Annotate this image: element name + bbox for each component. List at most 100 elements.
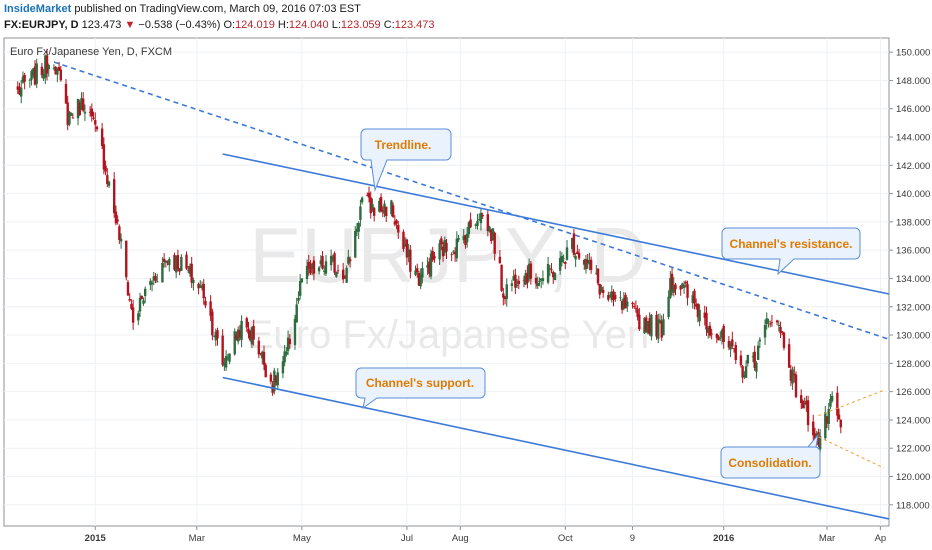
x-tick-label: 2016 xyxy=(713,533,734,544)
candle-down xyxy=(741,366,744,378)
y-tick-label: 130.000 xyxy=(896,331,930,342)
candle-up xyxy=(119,238,123,242)
channel-support-line[interactable] xyxy=(222,376,890,520)
candle-up xyxy=(729,343,732,350)
callout-trendline[interactable]: Trendline. xyxy=(360,128,452,192)
candle-down xyxy=(40,66,44,76)
candle-up xyxy=(452,251,455,253)
candle-up xyxy=(32,68,35,76)
candle-down xyxy=(54,66,57,75)
candle-up xyxy=(476,220,479,226)
candle-down xyxy=(16,86,19,90)
candle-down xyxy=(775,320,779,323)
candle-down xyxy=(238,330,242,338)
candle-up xyxy=(539,278,543,281)
candle-down xyxy=(245,318,248,328)
candle-down xyxy=(126,282,130,296)
candle-up xyxy=(691,295,694,303)
author-link[interactable]: InsideMarket xyxy=(4,3,72,15)
candle-up xyxy=(345,267,348,283)
candle-down xyxy=(166,261,169,263)
candle-up xyxy=(355,228,359,232)
callout-trendline-text: Trendline. xyxy=(375,138,432,152)
candle-down xyxy=(705,313,708,330)
x-axis[interactable]: 2015 Mar May Jul Aug Oct 9 2016 Mar Ap xyxy=(85,526,887,544)
candle-up xyxy=(462,235,465,241)
candle-up xyxy=(226,357,230,359)
candle-down xyxy=(307,262,310,269)
y-tick-label: 148.000 xyxy=(896,76,930,87)
candle-down xyxy=(372,208,376,216)
candle-down xyxy=(140,295,143,300)
candle-up xyxy=(360,197,364,203)
high-label: H: xyxy=(277,19,289,31)
candle-down xyxy=(221,335,224,365)
symbol-label[interactable]: FX:EURJPY, D xyxy=(4,19,79,31)
candle-up xyxy=(510,283,514,286)
candle-down xyxy=(717,336,720,341)
callout-trendline-bubble xyxy=(360,128,452,192)
candle-up xyxy=(455,238,459,259)
candle-down xyxy=(211,311,214,336)
candle-down xyxy=(369,197,372,214)
candle-up xyxy=(553,273,557,281)
candle-down xyxy=(128,298,131,301)
candle-up xyxy=(152,276,155,281)
candle-down xyxy=(703,312,706,318)
candle-up xyxy=(281,361,285,374)
candle-down xyxy=(367,192,371,198)
candle-up xyxy=(236,329,240,342)
candle-up xyxy=(565,247,569,260)
candle-up xyxy=(619,297,622,299)
candle-down xyxy=(732,348,736,350)
candle-down xyxy=(249,330,252,341)
candle-down xyxy=(402,231,405,249)
published-text: published on TradingView.com, March 09, … xyxy=(74,3,361,15)
candle-down xyxy=(92,117,95,119)
candle-up xyxy=(317,267,321,272)
last-price: 123.473 xyxy=(81,19,122,31)
candle-down xyxy=(801,400,805,409)
candle-down xyxy=(624,294,627,309)
x-tick-label: May xyxy=(293,533,311,544)
candle-down xyxy=(82,98,85,111)
candle-up xyxy=(426,264,429,268)
candle-up xyxy=(682,285,686,289)
callout-consolidation[interactable]: Consolidation. xyxy=(720,433,821,479)
candle-down xyxy=(607,294,610,300)
candle-down xyxy=(793,373,796,376)
candle-up xyxy=(672,284,675,293)
candle-up xyxy=(335,272,338,277)
candle-down xyxy=(503,297,507,300)
candle-up xyxy=(297,297,300,301)
candle-down xyxy=(552,272,555,278)
callout-support-text: Channel's support. xyxy=(366,376,474,390)
candle-down xyxy=(837,414,841,420)
candle-down xyxy=(550,269,553,271)
callout-support[interactable]: Channel's support. xyxy=(355,367,486,410)
candle-down xyxy=(381,210,384,212)
candle-down xyxy=(534,277,538,284)
candle-down xyxy=(379,197,383,212)
candle-down xyxy=(634,307,638,309)
candle-up xyxy=(47,65,50,70)
candle-up xyxy=(622,297,626,309)
candle-down xyxy=(486,214,490,232)
consolidation-lower-line[interactable] xyxy=(818,436,885,469)
candle-up xyxy=(214,331,217,341)
candle-up xyxy=(323,270,326,272)
candle-down xyxy=(90,108,94,117)
callout-resistance[interactable]: Channel's resistance. xyxy=(721,227,861,276)
candle-down xyxy=(395,220,398,224)
candle-down xyxy=(405,239,409,258)
candle-up xyxy=(743,374,746,378)
candle-down xyxy=(45,55,49,74)
candle-up xyxy=(261,351,264,359)
candle-down xyxy=(806,400,810,426)
ohlc-line: FX:EURJPY, D 123.473 ▼ −0.538 (−0.43%) O… xyxy=(4,19,435,31)
trendline-line[interactable] xyxy=(53,61,890,341)
y-axis[interactable]: 118.000 120.000 122.000 124.000 126.000 128.0… xyxy=(889,48,930,512)
candle-down xyxy=(190,263,193,283)
candle-up xyxy=(168,259,171,266)
